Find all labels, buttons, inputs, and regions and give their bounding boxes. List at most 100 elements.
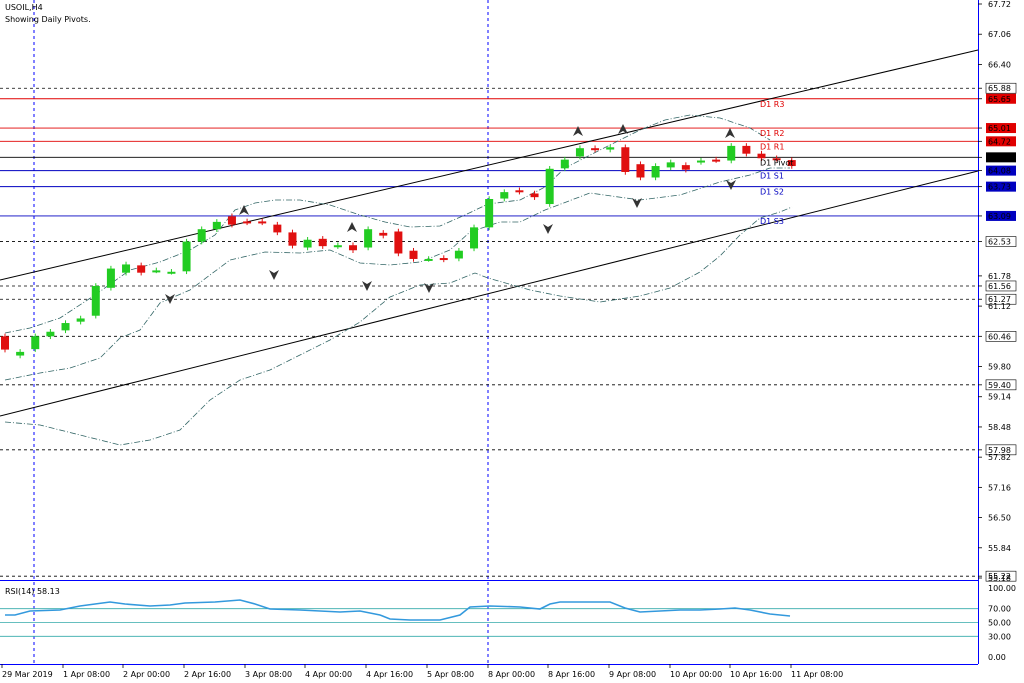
candle-body[interactable] (787, 160, 796, 167)
candle-body[interactable] (545, 168, 554, 205)
candle-body[interactable] (409, 250, 418, 259)
candle-body[interactable] (621, 147, 630, 172)
time-label: 2 Apr 00:00 (123, 670, 170, 679)
price-label: 59.40 (988, 381, 1011, 390)
candle-body[interactable] (727, 145, 736, 161)
candle-body[interactable] (16, 351, 25, 356)
candle-body[interactable] (696, 160, 705, 163)
candle-body[interactable] (591, 148, 600, 151)
time-label: 8 Apr 00:00 (488, 670, 535, 679)
pivot-label: D1 R1 (760, 142, 784, 151)
time-label: 11 Apr 08:00 (791, 670, 843, 679)
price-tag (985, 280, 1017, 292)
price-tag (986, 136, 1016, 147)
rsi-label: RSI(14) 58.13 (5, 587, 60, 596)
price-label: 65.01 (988, 124, 1011, 133)
price-axis: 67.72 67.06 66.40 65.88 65.65 65.01 64.72 64.37… (978, 0, 1017, 583)
time-label: 5 Apr 08:00 (427, 670, 474, 679)
candle-body[interactable] (318, 238, 327, 247)
candle-body[interactable] (152, 270, 161, 273)
pivot-label: D1 R2 (760, 129, 784, 138)
price-label: 58.48 (988, 423, 1011, 432)
candle-body[interactable] (182, 241, 191, 272)
candle-body[interactable] (500, 192, 509, 199)
price-tag (986, 181, 1016, 192)
candle-body[interactable] (379, 232, 388, 236)
middle-band (4, 167, 790, 381)
candle-body[interactable] (76, 318, 85, 322)
candle-body[interactable] (666, 162, 675, 168)
candle-body[interactable] (61, 323, 70, 331)
candle-body[interactable] (606, 147, 615, 150)
price-label: 63.73 (988, 183, 1011, 192)
candle-body[interactable] (197, 229, 206, 242)
pivot-labels: D1 R3 D1 R2 D1 R1 D1 Pivot D1 S1 D1 S2 D1 S3 (760, 100, 793, 226)
rsi-pane: 100.00 70.00 50.00 30.00 0.00 RSI(14) 58.13 (0, 584, 1016, 662)
time-label: 10 Apr 00:00 (670, 670, 722, 679)
price-label: 57.16 (988, 483, 1011, 492)
candle-body[interactable] (651, 166, 660, 178)
candle-body[interactable] (712, 159, 721, 162)
candle-body[interactable] (1, 336, 9, 350)
fractal-up-arrow (725, 128, 735, 138)
candle-body[interactable] (530, 193, 539, 198)
price-label: 61.12 (988, 302, 1011, 311)
candle-body[interactable] (681, 165, 690, 170)
rsi-line (5, 599, 791, 621)
price-label: 67.06 (988, 30, 1011, 39)
candle-body[interactable] (258, 221, 267, 224)
price-label: 65.65 (988, 95, 1011, 104)
pivot-label: D1 S1 (760, 172, 784, 181)
candle-body[interactable] (424, 258, 433, 261)
price-tag (986, 165, 1016, 176)
candle-body[interactable] (454, 250, 463, 259)
horizontal-levels (0, 87, 978, 577)
candle-body[interactable] (273, 224, 282, 233)
fractal-up-arrow (239, 205, 249, 215)
channel-upper-line[interactable] (0, 49, 979, 281)
price-tag (986, 123, 1016, 134)
candle-body[interactable] (439, 258, 448, 261)
candle-body[interactable] (212, 221, 221, 230)
candle-body[interactable] (485, 198, 494, 228)
price-tag (986, 210, 1016, 221)
candle-body[interactable] (91, 285, 100, 316)
candle-body[interactable] (772, 158, 781, 161)
price-label: 67.72 (988, 0, 1011, 9)
candle-body[interactable] (364, 229, 373, 248)
price-label: 63.09 (988, 212, 1011, 221)
candle-body[interactable] (560, 159, 569, 169)
candlesticks (1, 143, 796, 359)
candle-body[interactable] (122, 264, 131, 273)
candle-body[interactable] (470, 227, 479, 249)
fractal-arrows (165, 124, 736, 304)
candle-body[interactable] (243, 221, 252, 224)
symbol-label: USOIL,H4 (5, 3, 43, 12)
candle-body[interactable] (137, 265, 146, 273)
channel-lower-line[interactable] (0, 170, 979, 417)
price-tag (986, 152, 1016, 163)
rsi-tick-label: 70.00 (988, 605, 1011, 614)
candle-body[interactable] (303, 239, 312, 248)
time-label: 4 Apr 00:00 (305, 670, 352, 679)
price-label: 61.27 (988, 295, 1011, 304)
candle-body[interactable] (106, 268, 115, 288)
candle-body[interactable] (757, 153, 766, 159)
candle-body[interactable] (636, 164, 645, 178)
candle-body[interactable] (227, 216, 236, 225)
candle-body[interactable] (31, 336, 40, 350)
price-label: 55.84 (988, 544, 1011, 553)
candle-body[interactable] (575, 148, 584, 157)
candle-body[interactable] (288, 232, 297, 246)
candle-body[interactable] (742, 145, 751, 154)
candle-body[interactable] (394, 231, 403, 254)
price-label: 61.56 (988, 282, 1011, 291)
candle-body[interactable] (167, 271, 176, 274)
candle-body[interactable] (348, 245, 357, 251)
candle-body[interactable] (46, 331, 55, 337)
candle-body[interactable] (515, 190, 524, 193)
candle-body[interactable] (333, 245, 342, 248)
price-tag (985, 570, 1017, 582)
